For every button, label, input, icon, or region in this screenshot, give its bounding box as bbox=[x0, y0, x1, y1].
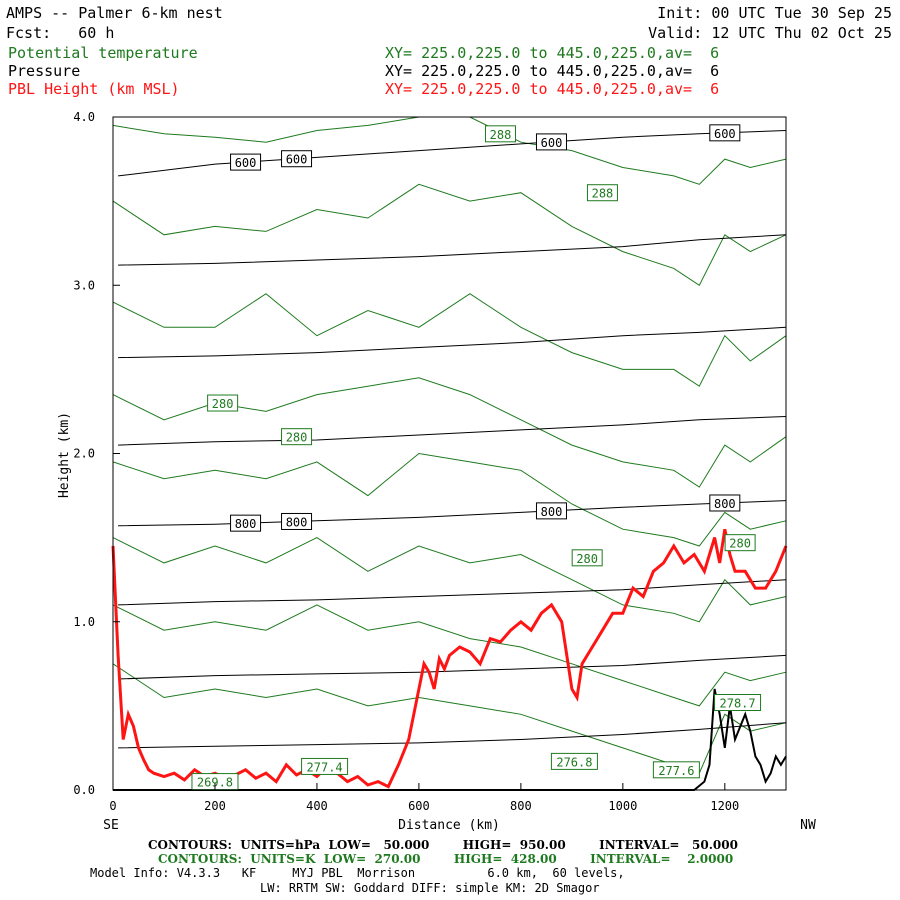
field-xy-theta: XY= 225.0,225.0 to 445.0,225.0,av= 6 bbox=[385, 44, 720, 62]
field-name-pressure: Pressure bbox=[8, 62, 81, 80]
x-tick-label-3: 600 bbox=[408, 799, 430, 813]
x-tick-label-4: 800 bbox=[510, 799, 532, 813]
field-name-theta: Potential temperature bbox=[8, 44, 198, 62]
svg-text:277.4: 277.4 bbox=[307, 760, 343, 774]
theta-label-3: 280 bbox=[281, 428, 313, 446]
terrain-line bbox=[113, 688, 787, 791]
theta-label-2: 280 bbox=[207, 394, 239, 412]
pressure-label-0-2: 600 bbox=[535, 133, 567, 151]
y-tick-label-1: 1.0 bbox=[73, 615, 95, 629]
x-end-label-right: NW bbox=[800, 818, 816, 833]
theta-contour-line-1 bbox=[112, 183, 787, 287]
svg-text:600: 600 bbox=[235, 156, 257, 170]
theta-contour-line-0 bbox=[112, 116, 787, 185]
pbl-height-line bbox=[111, 528, 788, 789]
pressure-contour-line-6 bbox=[118, 654, 787, 680]
pressure-label-0-1: 600 bbox=[281, 150, 313, 168]
field-xy-pbl: XY= 225.0,225.0 to 445.0,225.0,av= 6 bbox=[385, 80, 720, 98]
footer-model-info-2: LW: RRTM SW: Goddard DIFF: simple KM: 2D… bbox=[260, 881, 600, 895]
x-axis-label: Distance (km) bbox=[398, 818, 500, 833]
theta-contours bbox=[112, 116, 787, 774]
svg-text:277.6: 277.6 bbox=[658, 764, 694, 778]
footer-contours-pressure: CONTOURS: UNITS=hPa LOW= 50.000 HIGH= 95… bbox=[148, 838, 738, 852]
theta-label-10: 278.7 bbox=[714, 694, 762, 712]
theta-label-4: 280 bbox=[571, 549, 603, 567]
pressure-contours bbox=[118, 130, 787, 749]
theta-label-8: 276.8 bbox=[550, 752, 598, 770]
svg-text:288: 288 bbox=[592, 187, 614, 201]
y-tick-label-0: 0.0 bbox=[73, 783, 95, 797]
svg-text:800: 800 bbox=[235, 517, 257, 531]
svg-text:800: 800 bbox=[541, 505, 563, 519]
svg-text:280: 280 bbox=[729, 537, 751, 551]
svg-text:600: 600 bbox=[286, 153, 308, 167]
pressure-contour-line-5 bbox=[118, 579, 787, 606]
chart-title: AMPS -- Palmer 6-km nest bbox=[6, 4, 223, 22]
pressure-contour-line-1 bbox=[118, 234, 787, 266]
svg-text:269.8: 269.8 bbox=[197, 776, 233, 790]
theta-label-1: 288 bbox=[586, 184, 618, 202]
svg-text:280: 280 bbox=[576, 552, 598, 566]
theta-contour-line-6 bbox=[112, 604, 787, 707]
axes: 0 200 400 600 800 1000 1200 0.0 1.0 2.0 3.0 4.0 bbox=[73, 110, 739, 813]
pressure-label-4-0: 800 bbox=[230, 514, 262, 532]
field-xy-pressure: XY= 225.0,225.0 to 445.0,225.0,av= 6 bbox=[385, 62, 720, 80]
svg-text:280: 280 bbox=[286, 431, 308, 445]
pressure-label-4-3: 800 bbox=[709, 494, 741, 512]
forecast-hour: Fcst: 60 h bbox=[6, 24, 115, 42]
theta-contour-line-3 bbox=[112, 377, 787, 488]
svg-text:280: 280 bbox=[212, 397, 234, 411]
y-tick-label-4: 4.0 bbox=[73, 110, 95, 124]
contour-labels: 600 600 600 600 800 800 800 800 288 288 280 280 280 2… bbox=[191, 124, 762, 791]
theta-label-5: 280 bbox=[724, 534, 756, 552]
svg-text:278.7: 278.7 bbox=[720, 697, 756, 711]
theta-contour-line-5 bbox=[112, 537, 787, 623]
pressure-label-4-1: 800 bbox=[281, 512, 313, 530]
theta-label-9: 277.6 bbox=[652, 761, 700, 779]
theta-label-0: 288 bbox=[484, 125, 516, 143]
svg-text:800: 800 bbox=[286, 515, 308, 529]
x-tick-label-5: 1000 bbox=[608, 799, 637, 813]
theta-contour-line-4 bbox=[112, 452, 787, 547]
theta-contour-line-2 bbox=[112, 293, 787, 387]
svg-text:600: 600 bbox=[541, 136, 563, 150]
theta-contour-line-7 bbox=[112, 663, 787, 774]
y-axis-label: Height (km) bbox=[57, 412, 72, 498]
x-tick-label-2: 400 bbox=[306, 799, 328, 813]
pressure-label-4-2: 800 bbox=[535, 502, 567, 520]
svg-text:276.8: 276.8 bbox=[556, 755, 592, 769]
footer-contours-theta: CONTOURS: UNITS=K LOW= 270.00 HIGH= 428.… bbox=[158, 852, 734, 866]
svg-text:288: 288 bbox=[490, 128, 512, 142]
pressure-contour-line-2 bbox=[118, 326, 787, 359]
x-tick-label-1: 200 bbox=[204, 799, 226, 813]
field-name-pbl: PBL Height (km MSL) bbox=[8, 80, 180, 98]
valid-time: Valid: 12 UTC Thu 02 Oct 25 bbox=[648, 24, 892, 42]
pressure-contour-line-7 bbox=[118, 722, 787, 749]
x-end-label-left: SE bbox=[103, 818, 119, 833]
theta-label-6: 269.8 bbox=[191, 773, 239, 791]
pressure-contour-line-3 bbox=[118, 416, 787, 446]
theta-label-7: 277.4 bbox=[301, 757, 349, 775]
terrain-series bbox=[113, 688, 787, 791]
x-tick-label-6: 1200 bbox=[710, 799, 739, 813]
pressure-label-0-0: 600 bbox=[230, 153, 262, 171]
init-time: Init: 00 UTC Tue 30 Sep 25 bbox=[657, 4, 892, 22]
y-tick-label-3: 3.0 bbox=[73, 278, 95, 292]
pressure-label-0-3: 600 bbox=[709, 124, 741, 142]
x-tick-label-0: 0 bbox=[109, 799, 116, 813]
pressure-contour-line-4 bbox=[118, 500, 787, 527]
svg-text:800: 800 bbox=[714, 497, 736, 511]
pbl-series bbox=[111, 528, 788, 789]
y-tick-label-2: 2.0 bbox=[73, 447, 95, 461]
footer-model-info: Model Info: V4.3.3 KF MYJ PBL Morrison 6… bbox=[90, 866, 625, 880]
svg-text:600: 600 bbox=[714, 127, 736, 141]
